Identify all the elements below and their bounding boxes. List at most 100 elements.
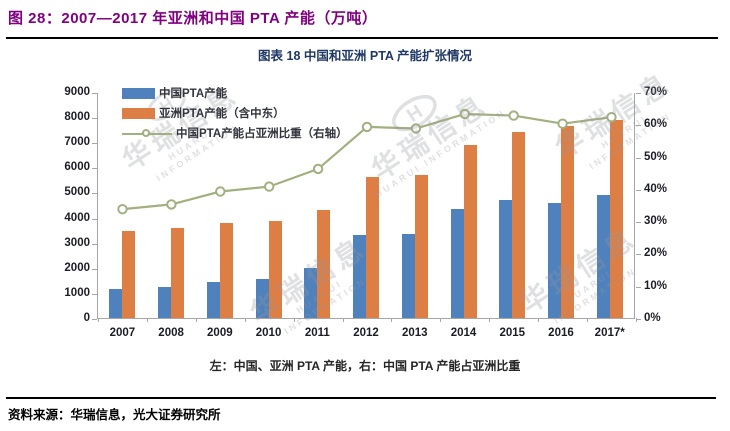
title-divider [6,37,718,39]
bar-group [195,93,244,318]
legend-label: 亚洲PTA产能（含中东） [159,108,285,120]
bar-group [342,93,391,318]
y-axis-label-left: 0 [83,312,90,324]
chart-title: 图表 18 中国和亚洲 PTA 产能扩张情况 [258,49,472,63]
x-axis-label: 2012 [353,327,379,339]
x-axis-tick [538,318,540,322]
x-axis-tick [244,318,246,322]
asia-bar [366,177,380,318]
y-axis-label-left: 3000 [64,236,90,249]
x-axis-label: 2013 [401,327,428,339]
legend-item-asia: 亚洲PTA产能（含中东） [122,103,348,123]
bar-group [439,93,488,318]
y-axis-tick-right [636,222,641,224]
x-axis-label: 2011 [304,327,330,339]
y-axis-label-right: 30% [644,215,668,228]
y-axis-tick-left [92,268,97,270]
y-axis-tick-left [92,218,97,220]
y-axis-label-left: 1000 [64,286,90,299]
china-bar [450,208,464,318]
asia-bar [414,174,428,318]
china-bar [547,202,561,318]
source-divider [6,397,716,399]
y-axis-label-right: 70% [644,86,668,98]
bar-group [488,93,537,318]
asia-bar [268,221,282,318]
x-axis-tick [636,318,637,322]
y-axis-tick-right [636,286,641,288]
y-axis-label-left: 4000 [64,211,90,224]
source-text: 资料来源：华瑞信息，光大证券研究所 [8,407,221,422]
x-axis-tick [195,318,197,322]
china-bar [255,279,269,318]
x-axis-label: 2015 [499,327,526,339]
share-line-swatch [122,128,172,139]
asia-bar [122,231,136,318]
y-axis-label-right: 60% [644,118,668,131]
china-bar [158,286,172,318]
y-axis-label-right: 20% [644,247,668,260]
asia-bar [171,227,185,318]
x-axis-tick [489,318,491,322]
china-bar [109,289,123,318]
y-axis-tick-left [92,193,97,195]
china-bar [304,267,318,318]
y-axis-tick-right [636,254,641,256]
y-axis-tick-left [92,293,97,295]
y-axis-tick-right [636,125,641,127]
asia-bar [219,222,233,318]
china-bar [206,281,220,318]
china-bar [499,199,513,318]
bar-group [585,93,634,318]
china-bar [353,235,367,318]
y-axis-tick-left [92,168,97,170]
y-axis-tick-right [636,157,641,159]
y-axis-label-left: 9000 [64,86,90,98]
y-axis-tick-left [92,143,97,145]
y-axis-label-left: 2000 [64,261,90,274]
y-axis-label-right: 40% [644,182,668,195]
asia-bar [560,125,574,318]
legend-label: 中国PTA产能占亚洲比重（右轴） [176,128,348,140]
x-axis-label: 2016 [548,327,574,339]
x-axis-label: 2008 [158,327,184,339]
y-axis-tick-left [92,118,97,120]
y-axis-tick-right [636,319,641,320]
x-axis-tick [391,318,393,322]
y-axis-label-right: 50% [644,150,668,163]
y-axis-tick-right [636,189,641,191]
y-axis-tick-left [92,243,97,245]
x-axis-labels: 2007 2008 2009 2010 2011 2012 2013 2014 2015 2016… [98,327,634,339]
x-axis-label: 2010 [255,327,282,339]
x-axis-tick [293,318,295,322]
x-axis-tick [342,318,344,322]
y-axis-label-left: 8000 [64,111,90,124]
bar-group [537,93,586,318]
asia-bar-swatch [122,107,155,119]
asia-bar [512,132,526,318]
bar-group [98,93,147,318]
y-axis-tick-right [636,93,641,94]
bar-group [147,93,196,318]
bar-group [244,93,293,318]
y-axis-label-right: 10% [644,279,668,292]
x-axis-label: 2009 [207,327,233,339]
legend-label: 中国PTA产能 [159,88,228,100]
china-bar [596,194,610,318]
asia-bar [609,119,623,318]
bar-group [293,93,342,318]
figure-title: 图 28：2007—2017 年亚洲和中国 PTA 产能（万吨） [8,10,378,27]
x-axis-tick [440,318,442,322]
asia-bar [317,210,331,318]
x-axis-label: 2007 [109,327,136,339]
plot-area: 中国PTA产能 亚洲PTA产能（含中东） 中国PTA产能占亚洲比重（右轴） 20… [64,86,667,339]
y-axis-label-left: 6000 [64,161,90,174]
legend: 中国PTA产能 亚洲PTA产能（含中东） 中国PTA产能占亚洲比重（右轴） [122,83,348,143]
x-axis-tick [146,318,148,322]
axis-note: 左：中国、亚洲 PTA 产能，右：中国 PTA 产能占亚洲比重 [209,359,521,373]
legend-item-china: 中国PTA产能 [122,83,348,103]
x-axis-label: 2014 [450,327,477,339]
asia-bar [463,144,477,318]
china-bar-swatch [122,87,155,99]
